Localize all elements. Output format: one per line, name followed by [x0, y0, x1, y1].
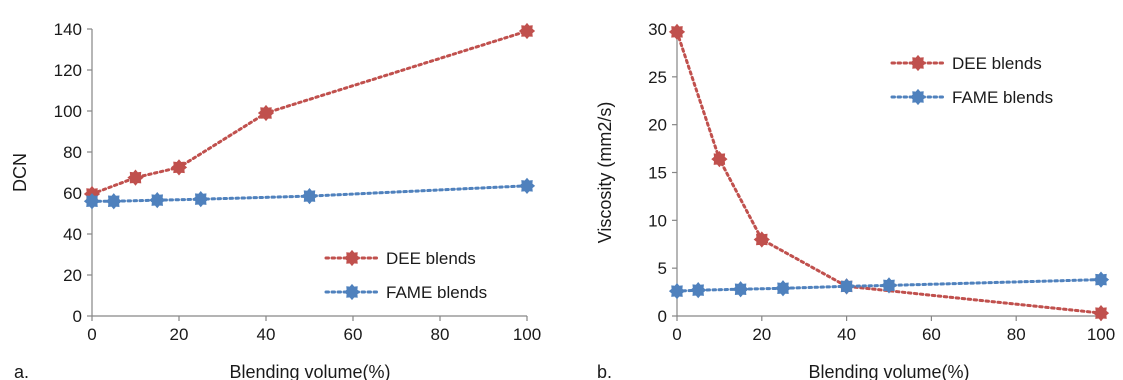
y-tick-label: 10	[648, 211, 667, 230]
data-point-fame	[518, 177, 536, 194]
x-tick-label: 60	[344, 325, 363, 344]
legend-marker-fame	[909, 88, 927, 106]
data-point-dee	[518, 22, 536, 40]
chart-panel-viscosity: 0 5 10 15 20 25 30 0 20 40 60 80 100 Blending volume(…	[595, 20, 1115, 380]
x-tick-label: 60	[922, 325, 941, 344]
data-point-dee	[257, 104, 275, 122]
y-tick-label: 40	[63, 225, 82, 244]
panel-label: b.	[597, 362, 612, 380]
legend-label-dee: DEE blends	[952, 54, 1042, 73]
y-tick-label: 30	[648, 20, 667, 39]
y-tick-label: 120	[54, 61, 82, 80]
y-tick-label: 80	[63, 143, 82, 162]
data-point-dee	[127, 169, 144, 186]
y-axis-title: DCN	[10, 153, 30, 192]
data-point-dee	[1092, 305, 1110, 322]
y-tick-label: 5	[658, 259, 667, 278]
series-line-dee	[675, 30, 1103, 315]
x-tick-label: 80	[431, 325, 450, 344]
data-point-dee	[170, 159, 188, 176]
y-tick-label: 0	[73, 307, 82, 326]
y-tick-label: 60	[63, 184, 82, 203]
x-tick-label: 0	[87, 325, 96, 344]
y-tick-label: 100	[54, 102, 82, 121]
data-point-fame	[774, 280, 792, 297]
y-axis-title: Viscosity (mm2/s)	[595, 102, 615, 244]
x-tick-label: 80	[1007, 325, 1026, 344]
data-point-dee	[753, 231, 770, 248]
x-tick-label: 40	[257, 325, 276, 344]
y-tick-label: 20	[63, 266, 82, 285]
legend-marker-dee	[343, 249, 361, 267]
data-point-fame	[301, 187, 318, 205]
data-point-fame	[105, 193, 122, 210]
x-tick-label: 100	[513, 325, 541, 344]
data-point-dee	[668, 23, 686, 40]
data-point-fame	[192, 191, 209, 208]
x-tick-label: 20	[170, 325, 189, 344]
legend-label-fame: FAME blends	[386, 283, 487, 302]
chart-panel-dcn: 0 20 40 60 80 100 120 140 0 20 40 60 80 100 Blending v…	[10, 20, 541, 380]
legend-marker-dee	[909, 54, 927, 72]
y-tick-label: 0	[658, 307, 667, 326]
x-axis-title: Blending volume(%)	[808, 362, 969, 380]
y-tick-label: 15	[648, 164, 667, 183]
x-tick-label: 20	[752, 325, 771, 344]
data-point-dee	[711, 150, 728, 168]
legend-label-dee: DEE blends	[386, 249, 476, 268]
legend-label-fame: FAME blends	[952, 88, 1053, 107]
data-point-fame	[838, 278, 855, 295]
legend-marker-fame	[343, 283, 361, 301]
data-point-fame	[880, 277, 898, 294]
x-axis-title: Blending volume(%)	[229, 362, 390, 380]
x-tick-label: 40	[837, 325, 856, 344]
data-point-fame	[1092, 271, 1110, 288]
data-point-fame	[668, 283, 686, 300]
x-tick-label: 0	[672, 325, 681, 344]
x-tick-label: 100	[1087, 325, 1115, 344]
data-point-fame	[149, 192, 166, 209]
y-tick-label: 140	[54, 20, 82, 39]
y-tick-label: 20	[648, 116, 667, 135]
data-point-fame	[690, 282, 707, 299]
data-point-fame	[83, 193, 101, 210]
data-point-fame	[732, 281, 749, 298]
panel-label: a.	[14, 362, 29, 380]
y-tick-label: 25	[648, 68, 667, 87]
series-line-dee	[90, 29, 529, 196]
